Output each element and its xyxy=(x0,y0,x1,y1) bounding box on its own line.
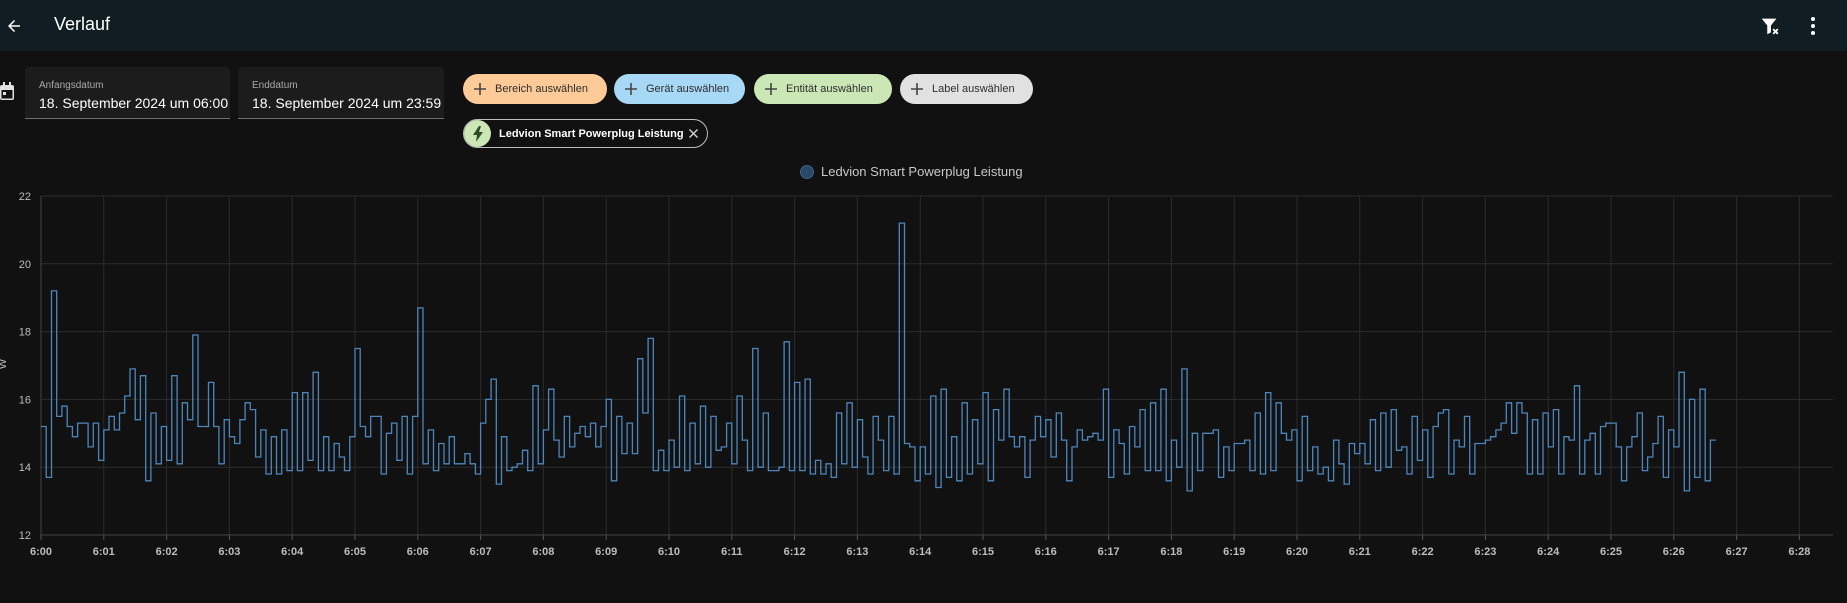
x-tick-label: 6:00 xyxy=(30,546,52,558)
x-tick-label: 6:21 xyxy=(1349,546,1371,558)
x-tick-label: 6:16 xyxy=(1035,546,1057,558)
x-tick-label: 6:06 xyxy=(407,546,429,558)
x-tick-label: 6:07 xyxy=(470,546,492,558)
y-axis-label: W xyxy=(0,359,9,369)
y-tick-label: 12 xyxy=(19,530,31,542)
y-tick-label: 18 xyxy=(19,327,31,339)
x-tick-label: 6:05 xyxy=(344,546,366,558)
y-tick-label: 20 xyxy=(19,259,31,271)
select-area-chip[interactable]: Bereich auswählen xyxy=(463,74,607,104)
x-tick-label: 6:09 xyxy=(595,546,617,558)
select-entity-chip[interactable]: Entität auswählen xyxy=(754,74,892,104)
x-tick-label: 6:28 xyxy=(1788,546,1810,558)
plus-icon xyxy=(625,83,637,95)
x-tick-label: 6:15 xyxy=(972,546,994,558)
clear-filter-button[interactable] xyxy=(1754,10,1786,42)
y-tick-label: 16 xyxy=(19,394,31,406)
end-date-label: Enddatum xyxy=(252,80,298,91)
y-tick-label: 22 xyxy=(19,191,31,203)
x-tick-label: 6:14 xyxy=(909,546,932,558)
select-device-label: Gerät auswählen xyxy=(646,83,730,95)
selected-entity-chip[interactable]: Ledvion Smart Powerplug Leistung xyxy=(463,119,708,148)
x-tick-label: 6:24 xyxy=(1537,546,1560,558)
more-options-button[interactable] xyxy=(1798,10,1828,42)
select-label-label: Label auswählen xyxy=(932,83,1015,95)
calendar-icon[interactable] xyxy=(0,82,14,102)
x-tick-label: 6:25 xyxy=(1600,546,1622,558)
start-date-label: Anfangsdatum xyxy=(39,80,104,91)
plus-icon xyxy=(765,83,777,95)
chart-legend-item[interactable]: Ledvion Smart Powerplug Leistung xyxy=(800,164,1023,179)
selected-entity-label: Ledvion Smart Powerplug Leistung xyxy=(499,127,684,140)
x-tick-label: 6:19 xyxy=(1223,546,1245,558)
select-area-label: Bereich auswählen xyxy=(495,83,588,95)
filter-remove-icon xyxy=(1761,18,1779,35)
x-tick-label: 6:22 xyxy=(1412,546,1434,558)
x-tick-label: 6:01 xyxy=(93,546,115,558)
top-app-bar: Verlauf xyxy=(0,0,1847,51)
x-tick-label: 6:13 xyxy=(846,546,868,558)
remove-entity-icon[interactable] xyxy=(687,127,700,140)
more-vertical-icon xyxy=(1811,17,1815,35)
select-label-chip[interactable]: Label auswählen xyxy=(900,74,1033,104)
x-tick-label: 6:23 xyxy=(1474,546,1496,558)
x-tick-label: 6:17 xyxy=(1098,546,1120,558)
x-tick-label: 6:18 xyxy=(1160,546,1182,558)
x-tick-label: 6:11 xyxy=(721,546,742,558)
x-tick-label: 6:03 xyxy=(218,546,240,558)
x-tick-label: 6:02 xyxy=(156,546,178,558)
start-date-value: 18. September 2024 um 06:00 xyxy=(39,95,229,111)
x-tick-label: 6:27 xyxy=(1726,546,1748,558)
arrow-left-icon xyxy=(8,20,20,32)
power-series-line xyxy=(41,222,1716,492)
lightning-bolt-icon xyxy=(464,120,491,147)
plus-icon xyxy=(474,83,486,95)
x-tick-label: 6:10 xyxy=(658,546,680,558)
x-tick-label: 6:12 xyxy=(784,546,806,558)
start-date-field[interactable]: Anfangsdatum 18. September 2024 um 06:00 xyxy=(25,67,230,119)
end-date-field[interactable]: Enddatum 18. September 2024 um 23:59 xyxy=(238,67,444,119)
x-tick-label: 6:08 xyxy=(532,546,554,558)
x-tick-label: 6:20 xyxy=(1286,546,1308,558)
history-line-chart: 12 14 16 18 20 22 6:00 6:01 6:02 6:03 6:04 6:05 6:06… xyxy=(19,191,1833,558)
legend-dot-icon xyxy=(800,164,814,179)
select-entity-label: Entität auswählen xyxy=(786,83,873,95)
back-button[interactable] xyxy=(0,8,28,44)
x-tick-label: 6:04 xyxy=(281,546,304,558)
page-title: Verlauf xyxy=(54,14,111,34)
select-device-chip[interactable]: Gerät auswählen xyxy=(614,74,745,104)
plus-icon xyxy=(911,83,923,95)
y-tick-label: 14 xyxy=(19,462,31,474)
end-date-value: 18. September 2024 um 23:59 xyxy=(252,95,442,111)
legend-label: Ledvion Smart Powerplug Leistung xyxy=(821,164,1023,179)
x-tick-label: 6:26 xyxy=(1663,546,1685,558)
